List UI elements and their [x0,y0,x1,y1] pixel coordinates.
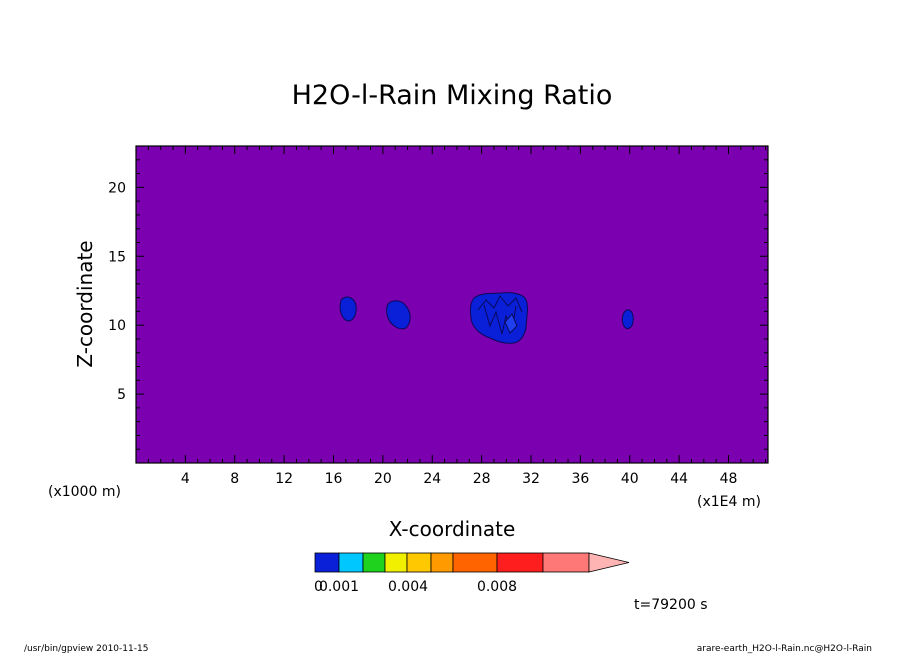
colorbar-cell [430,552,454,573]
y-tick-label: 15 [108,249,126,265]
chart-title: H2O-l-Rain Mixing Ratio [292,80,613,111]
x-tick-label: 24 [423,471,441,487]
x-tick-label: 8 [230,471,239,487]
x-tick-label: 4 [181,471,190,487]
x-tick-label: 20 [374,471,392,487]
x-tick-label: 12 [275,471,293,487]
x-unit-left: (x1000 m) [48,484,121,500]
colorbar-cell [362,552,386,573]
x-tick-label: 36 [571,471,589,487]
x-unit-right: (x1E4 m) [697,494,761,510]
rain-cell-internal-3 [504,313,518,334]
rain-patch-x30 [469,292,529,344]
y-tick-label: 5 [117,387,126,403]
plot-area [135,145,769,464]
rain-cell-internal-2 [477,295,523,313]
colorbar-label: 0.001 [319,579,359,595]
colorbar-extension-arrow [588,552,630,573]
rain-patch-x21 [386,300,411,330]
colorbar-labels: 0.001 0.004 0.008 [319,579,517,595]
colorbar-label: 0.008 [477,579,517,595]
y-axis-label: Z-coordinate [73,240,97,367]
rain-patch-x40 [621,309,634,330]
y-tick-label: 20 [108,180,126,196]
axis-ticks [136,146,768,463]
rain-patch-x17 [339,296,357,322]
colorbar-cell [314,552,340,573]
time-label: t=79200 s [634,597,708,613]
colorbar-label-zero: 0 [314,579,323,595]
colorbar-cell [542,552,590,573]
x-tick-label: 40 [621,471,639,487]
colorbar-cell [406,552,432,573]
x-tick-label: 44 [670,471,688,487]
x-tick-label: 48 [720,471,738,487]
colorbar-cell [496,552,544,573]
colorbar-cell [384,552,408,573]
x-tick-label: 28 [473,471,491,487]
colorbar-cell [338,552,364,573]
x-tick-label: 32 [522,471,540,487]
footer-right: arare-earth_H2O-l-Rain.nc@H2O-l-Rain [697,644,872,654]
footer-left: /usr/bin/gpview 2010-11-15 [24,644,148,654]
colorbar-label: 0.004 [388,579,428,595]
y-tick-label: 10 [108,318,126,334]
colorbar [314,552,630,573]
rain-features [339,292,634,344]
x-tick-label: 16 [325,471,343,487]
colorbar-cell [452,552,498,573]
x-axis-label: X-coordinate [389,517,516,541]
